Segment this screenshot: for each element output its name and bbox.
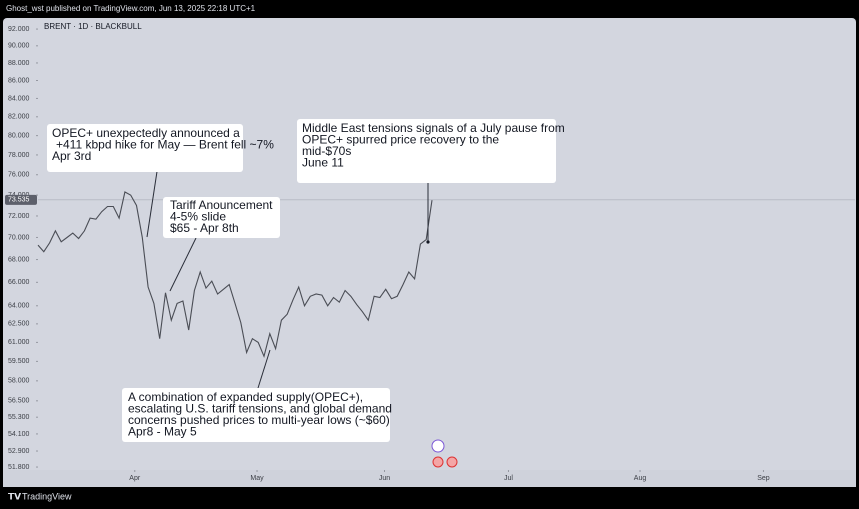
logo-mark: 𝗧𝗩 bbox=[8, 491, 21, 501]
y-tick-label: 56.500 bbox=[8, 398, 30, 405]
callouts bbox=[47, 119, 556, 442]
callout-text: Middle East tensions signals of a July p… bbox=[302, 121, 565, 135]
x-axis-strip bbox=[3, 470, 856, 487]
callout-text: June 11 bbox=[302, 156, 344, 170]
y-tick-label: 59.500 bbox=[8, 358, 30, 365]
callout-text: escalating U.S. tariff tensions, and glo… bbox=[128, 402, 392, 416]
event-icon bbox=[432, 456, 444, 468]
callout-text: 4-5% slide bbox=[170, 210, 226, 224]
callout-text: Tariff Anouncement bbox=[170, 198, 273, 212]
y-tick-label: 51.800 bbox=[8, 464, 30, 471]
last-price-label: 73.535 bbox=[8, 197, 30, 204]
y-tick-label: 52.900 bbox=[8, 448, 30, 455]
y-tick-label: 68.000 bbox=[8, 256, 30, 263]
event-icon bbox=[446, 456, 458, 468]
callout-box bbox=[297, 119, 556, 183]
y-tick-label: 72.000 bbox=[8, 213, 30, 220]
callout-box bbox=[122, 388, 390, 442]
chart-title: BRENT · 1D · BLACKBULL bbox=[44, 22, 142, 31]
callout-text: Apr 3rd bbox=[52, 149, 91, 163]
callout-text: OPEC+ spurred price recovery to the bbox=[302, 133, 499, 147]
y-tick-label: 78.000 bbox=[8, 152, 30, 159]
x-tick-label: Sep bbox=[757, 475, 770, 482]
callout-text: concerns pushed prices to multi-year low… bbox=[128, 413, 390, 427]
callout-text: A combination of expanded supply(OPEC+), bbox=[128, 390, 363, 404]
y-tick-label: 82.000 bbox=[8, 114, 30, 121]
y-tick-label: 84.000 bbox=[8, 95, 30, 102]
callout-box bbox=[163, 197, 280, 238]
callout-text: Apr8 - May 5 bbox=[128, 425, 197, 439]
y-tick-label: 61.000 bbox=[8, 339, 30, 346]
callout-text: $65 - Apr 8th bbox=[170, 221, 239, 235]
x-tick-label: Jun bbox=[379, 475, 390, 482]
y-tick-label: 62.500 bbox=[8, 321, 30, 328]
x-tick-label: Apr bbox=[129, 475, 141, 482]
icons bbox=[431, 439, 458, 468]
price-line bbox=[37, 191, 433, 359]
y-tick-label: 88.000 bbox=[8, 60, 30, 67]
callout-box bbox=[47, 124, 243, 172]
x-tick-label: Jul bbox=[504, 475, 513, 482]
y-tick-label: 86.000 bbox=[8, 77, 30, 84]
y-tick-label: 80.000 bbox=[8, 132, 30, 139]
header: Ghost_wst published on TradingView.com, … bbox=[6, 4, 256, 13]
callout-text: mid-$70s bbox=[302, 144, 351, 158]
y-tick-label: 70.000 bbox=[8, 234, 30, 241]
y-tick-label: 58.000 bbox=[8, 378, 30, 385]
event-icon bbox=[431, 439, 445, 453]
connector bbox=[169, 237, 197, 292]
callout-text: +411 kbpd hike for May — Brent fell ~7% bbox=[56, 138, 274, 152]
connector bbox=[257, 349, 271, 389]
x-tick-label: May bbox=[250, 475, 264, 482]
x-tick-label: Aug bbox=[634, 475, 647, 482]
y-tick-label: 64.000 bbox=[8, 303, 30, 310]
y-tick-label: 76.000 bbox=[8, 172, 30, 179]
y-tick-label: 66.000 bbox=[8, 279, 30, 286]
callout-text: OPEC+ unexpectedly announced a bbox=[52, 126, 240, 140]
y-tick-label: 54.100 bbox=[8, 431, 30, 438]
marker-dot bbox=[426, 240, 430, 244]
y-tick-label: 90.000 bbox=[8, 43, 30, 50]
footer: TradingView bbox=[22, 491, 72, 501]
y-tick-label: 55.300 bbox=[8, 414, 30, 421]
last-price-badge bbox=[5, 194, 37, 205]
connector bbox=[146, 164, 159, 238]
y-tick-label: 92.000 bbox=[8, 26, 30, 33]
